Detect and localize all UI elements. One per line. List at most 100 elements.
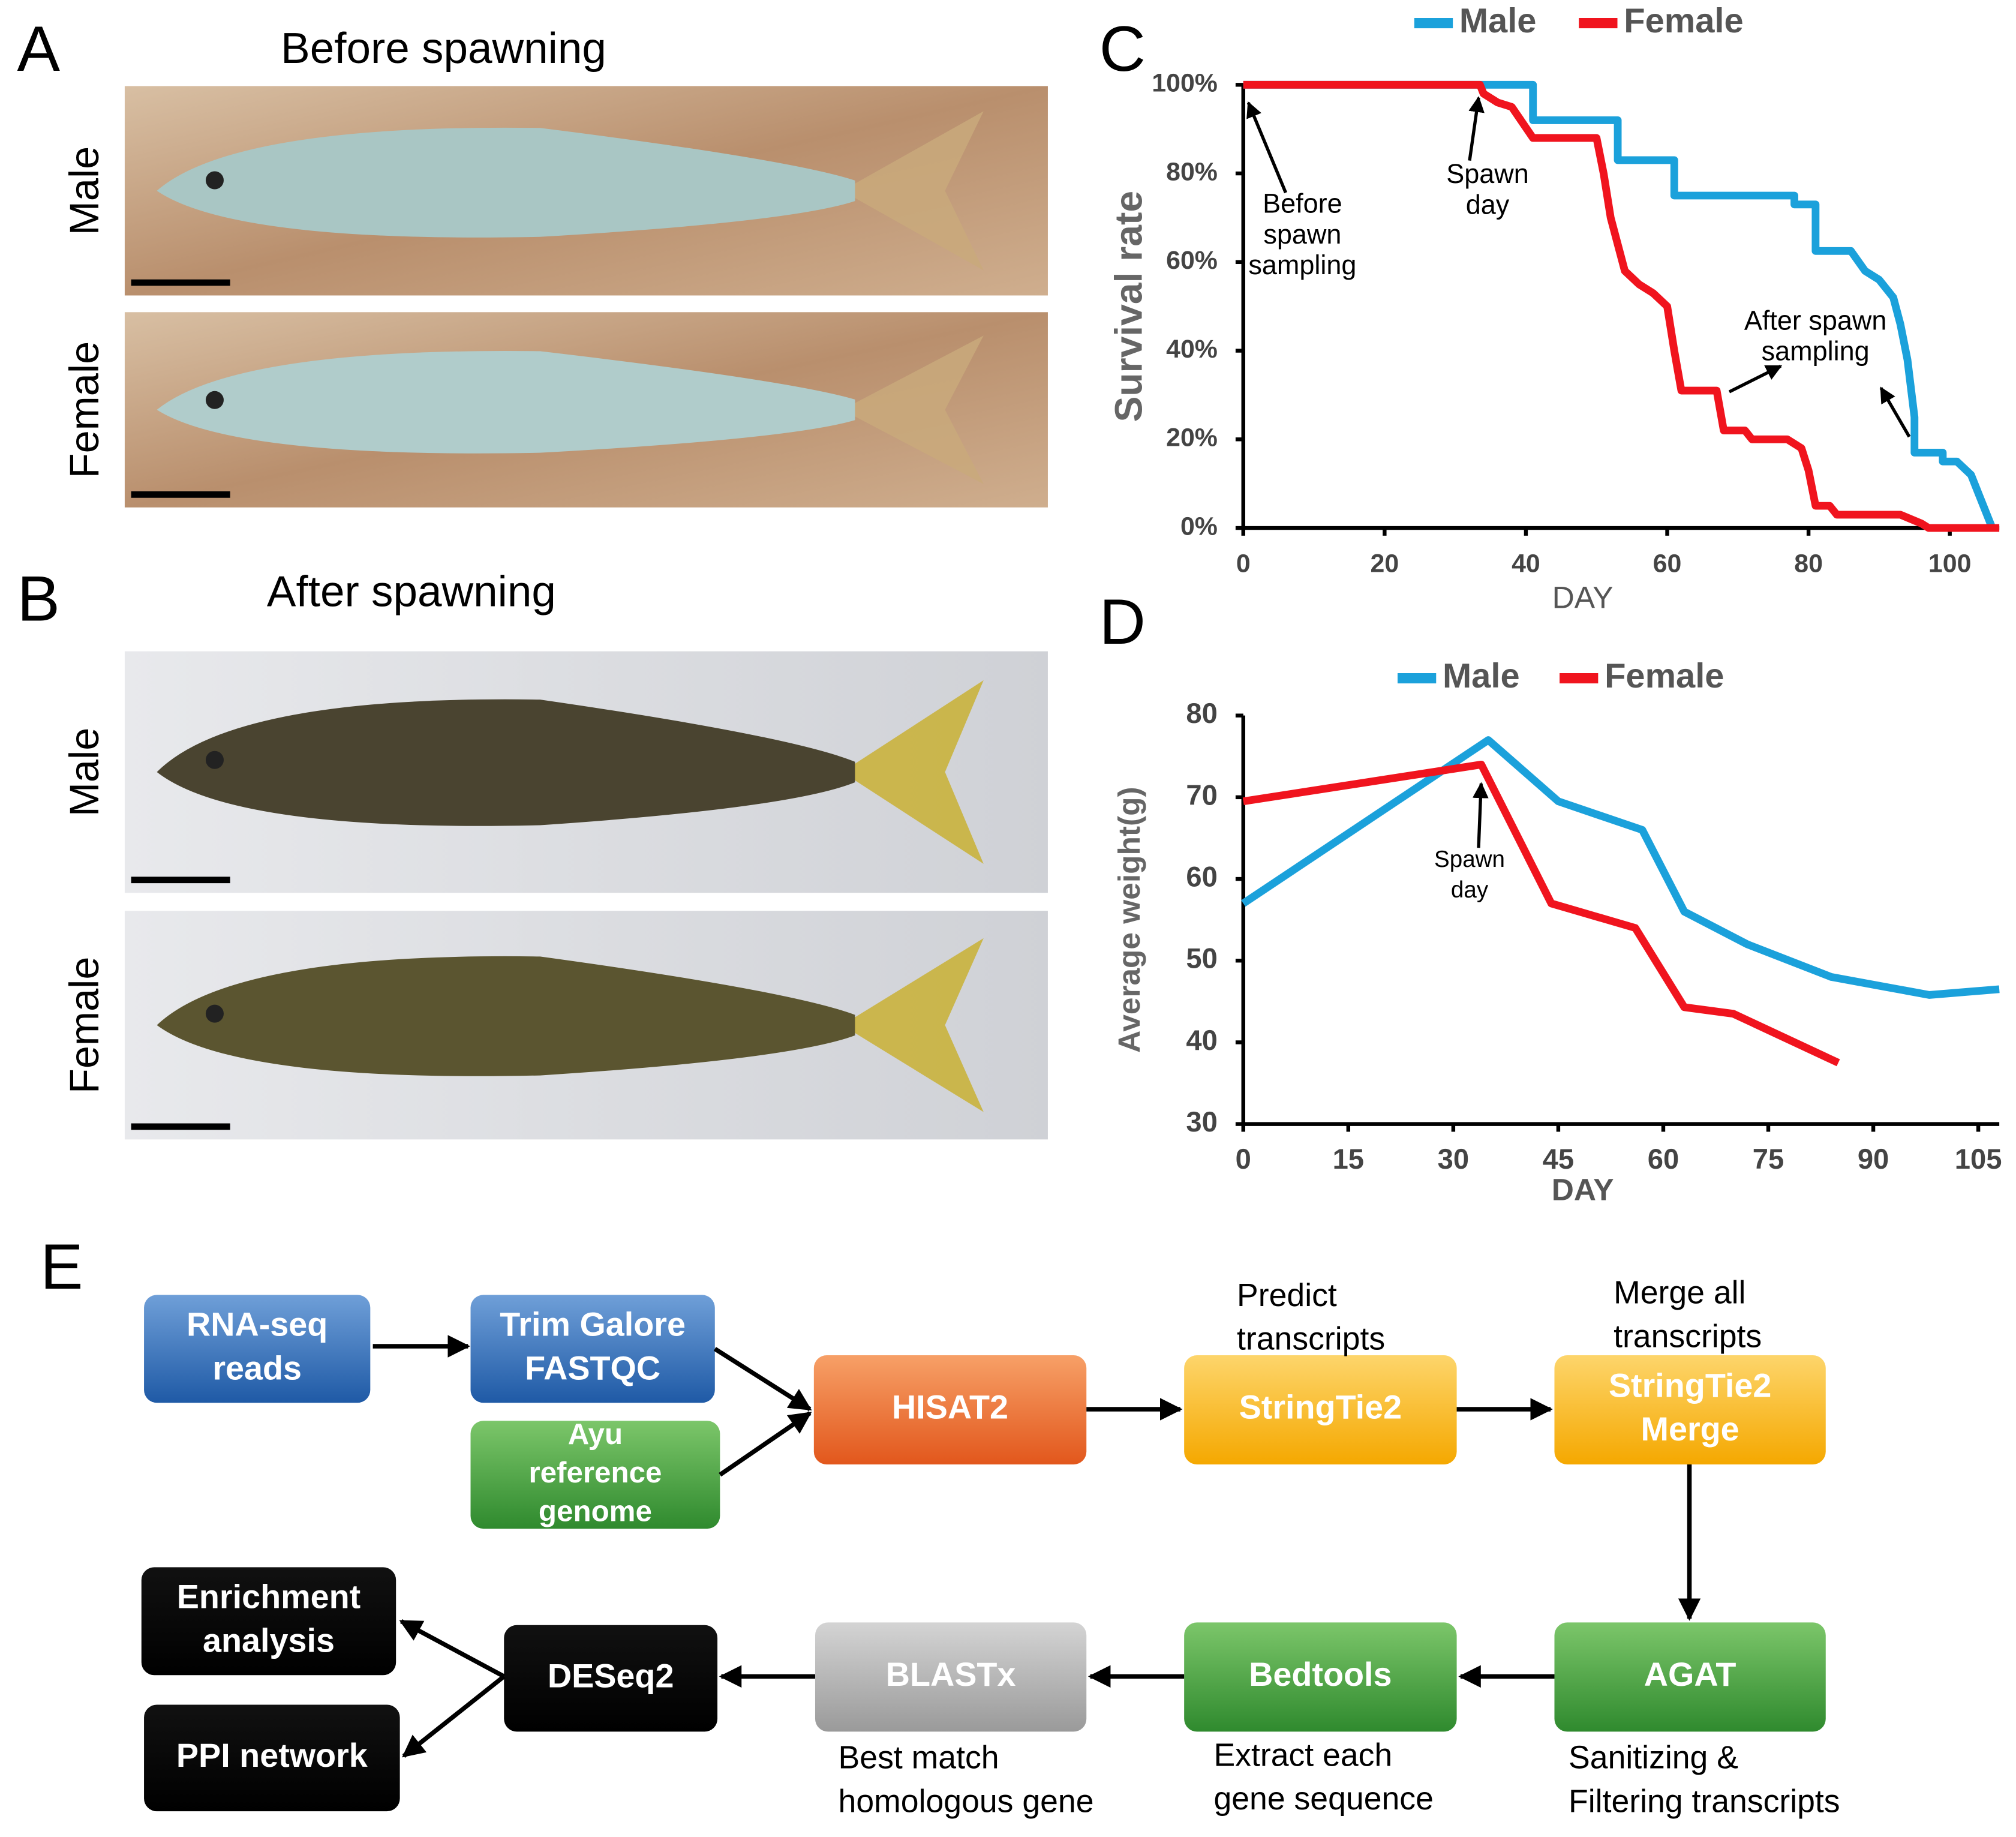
fish-tail bbox=[842, 680, 984, 864]
x-tick-label: 60 bbox=[1653, 549, 1682, 578]
legend-label: Male bbox=[1459, 2, 1537, 40]
fish-body bbox=[157, 351, 855, 454]
box-label: BLASTx bbox=[886, 1656, 1016, 1693]
process-box bbox=[144, 1704, 400, 1812]
fish-tail bbox=[842, 335, 984, 484]
fish-tail bbox=[842, 111, 984, 271]
arrow bbox=[719, 1411, 812, 1477]
box-note: transcripts bbox=[1237, 1322, 1385, 1357]
row-label: Male bbox=[61, 146, 107, 236]
box-note: Best match bbox=[839, 1740, 999, 1776]
annotation: Spawn bbox=[1434, 847, 1505, 872]
box-label: AGAT bbox=[1644, 1656, 1736, 1693]
process-box bbox=[470, 1295, 715, 1403]
box-label: Trim Galore bbox=[500, 1306, 686, 1343]
x-axis-label: DAY bbox=[1552, 580, 1614, 615]
x-tick-label: 45 bbox=[1543, 1143, 1574, 1175]
legend-label: Female bbox=[1624, 2, 1743, 40]
box-note: Sanitizing & bbox=[1569, 1740, 1738, 1776]
annotation: day bbox=[1466, 190, 1510, 220]
arrow bbox=[713, 1347, 812, 1412]
arrow bbox=[402, 1674, 506, 1758]
arrow bbox=[1246, 101, 1287, 194]
arrow bbox=[1472, 782, 1489, 848]
fish-eye bbox=[205, 751, 224, 769]
box-label: RNA-seq bbox=[187, 1306, 328, 1343]
row-label: Female bbox=[61, 341, 107, 478]
process-box bbox=[470, 1421, 720, 1529]
panel-title: After spawning bbox=[267, 568, 556, 616]
box-label: HISAT2 bbox=[892, 1389, 1008, 1426]
process-box bbox=[1184, 1355, 1457, 1465]
box-note: Filtering transcripts bbox=[1569, 1784, 1840, 1819]
arrow bbox=[1468, 96, 1485, 161]
y-axis-label: Average weight(g) bbox=[1111, 787, 1146, 1052]
y-tick-label: 80% bbox=[1166, 157, 1218, 186]
panel-letter: C bbox=[1099, 13, 1146, 85]
arrow bbox=[1879, 386, 1911, 438]
box-label: reference bbox=[528, 1456, 662, 1489]
y-tick-label: 50 bbox=[1186, 942, 1217, 974]
arrow bbox=[1728, 364, 1783, 394]
y-tick-label: 70 bbox=[1186, 779, 1217, 811]
box-label: StringTie2 bbox=[1239, 1389, 1402, 1426]
box-label: Enrichment bbox=[177, 1578, 361, 1616]
panel-letter: E bbox=[40, 1230, 83, 1302]
y-tick-label: 20% bbox=[1166, 424, 1218, 452]
series-line bbox=[1241, 736, 2000, 999]
annotation: spawn bbox=[1263, 219, 1341, 250]
box-note: transcripts bbox=[1614, 1319, 1762, 1354]
row-label: Female bbox=[61, 956, 107, 1093]
annotation: After spawn bbox=[1744, 305, 1887, 335]
process-box bbox=[815, 1622, 1087, 1732]
box-label: Merge bbox=[1641, 1410, 1739, 1448]
box-note: homologous gene bbox=[839, 1784, 1094, 1819]
process-box bbox=[813, 1355, 1087, 1465]
box-note: Predict bbox=[1237, 1278, 1337, 1313]
annotation: Before bbox=[1263, 188, 1342, 218]
annotation: Spawn bbox=[1446, 158, 1529, 189]
fish-eye bbox=[205, 1004, 224, 1023]
fish-tail bbox=[842, 938, 984, 1112]
y-tick-label: 100% bbox=[1152, 69, 1218, 98]
box-note: Merge all bbox=[1614, 1275, 1745, 1311]
series-line bbox=[1243, 80, 2000, 532]
process-box bbox=[1184, 1622, 1457, 1732]
fish-body bbox=[157, 699, 855, 826]
x-tick-label: 0 bbox=[1236, 1143, 1251, 1175]
box-label: PPI network bbox=[176, 1737, 368, 1774]
process-box bbox=[141, 1567, 396, 1676]
x-tick-label: 105 bbox=[1955, 1143, 2002, 1175]
legend-label: Male bbox=[1443, 657, 1520, 695]
arrow bbox=[399, 1619, 506, 1679]
y-tick-label: 60% bbox=[1166, 246, 1218, 275]
fish-eye bbox=[205, 171, 224, 190]
fish-body bbox=[157, 127, 855, 238]
y-tick-label: 0% bbox=[1180, 512, 1218, 541]
box-label: analysis bbox=[203, 1622, 335, 1659]
x-tick-label: 40 bbox=[1512, 549, 1540, 578]
fish-body bbox=[157, 956, 855, 1076]
x-tick-label: 30 bbox=[1438, 1143, 1469, 1175]
legend-label: Female bbox=[1605, 657, 1724, 695]
panel-letter: B bbox=[17, 563, 60, 635]
y-axis-label: Survival rate bbox=[1107, 191, 1150, 422]
x-tick-label: 100 bbox=[1928, 549, 1972, 578]
x-axis-label: DAY bbox=[1552, 1172, 1614, 1207]
box-note: Extract each bbox=[1213, 1737, 1392, 1773]
box-label: FASTQC bbox=[525, 1349, 660, 1386]
panel-title: Before spawning bbox=[281, 24, 606, 73]
annotation: day bbox=[1451, 877, 1489, 903]
box-label: genome bbox=[539, 1494, 652, 1527]
panel-letter: A bbox=[17, 13, 61, 85]
x-tick-label: 20 bbox=[1371, 549, 1399, 578]
process-box bbox=[504, 1625, 718, 1732]
x-tick-label: 0 bbox=[1236, 549, 1251, 578]
x-tick-label: 80 bbox=[1794, 549, 1823, 578]
series-line bbox=[1243, 80, 1996, 530]
box-label: DESeq2 bbox=[548, 1657, 674, 1694]
box-note: gene sequence bbox=[1213, 1781, 1433, 1817]
y-tick-label: 40 bbox=[1186, 1024, 1217, 1056]
annotation: sampling bbox=[1762, 336, 1870, 367]
